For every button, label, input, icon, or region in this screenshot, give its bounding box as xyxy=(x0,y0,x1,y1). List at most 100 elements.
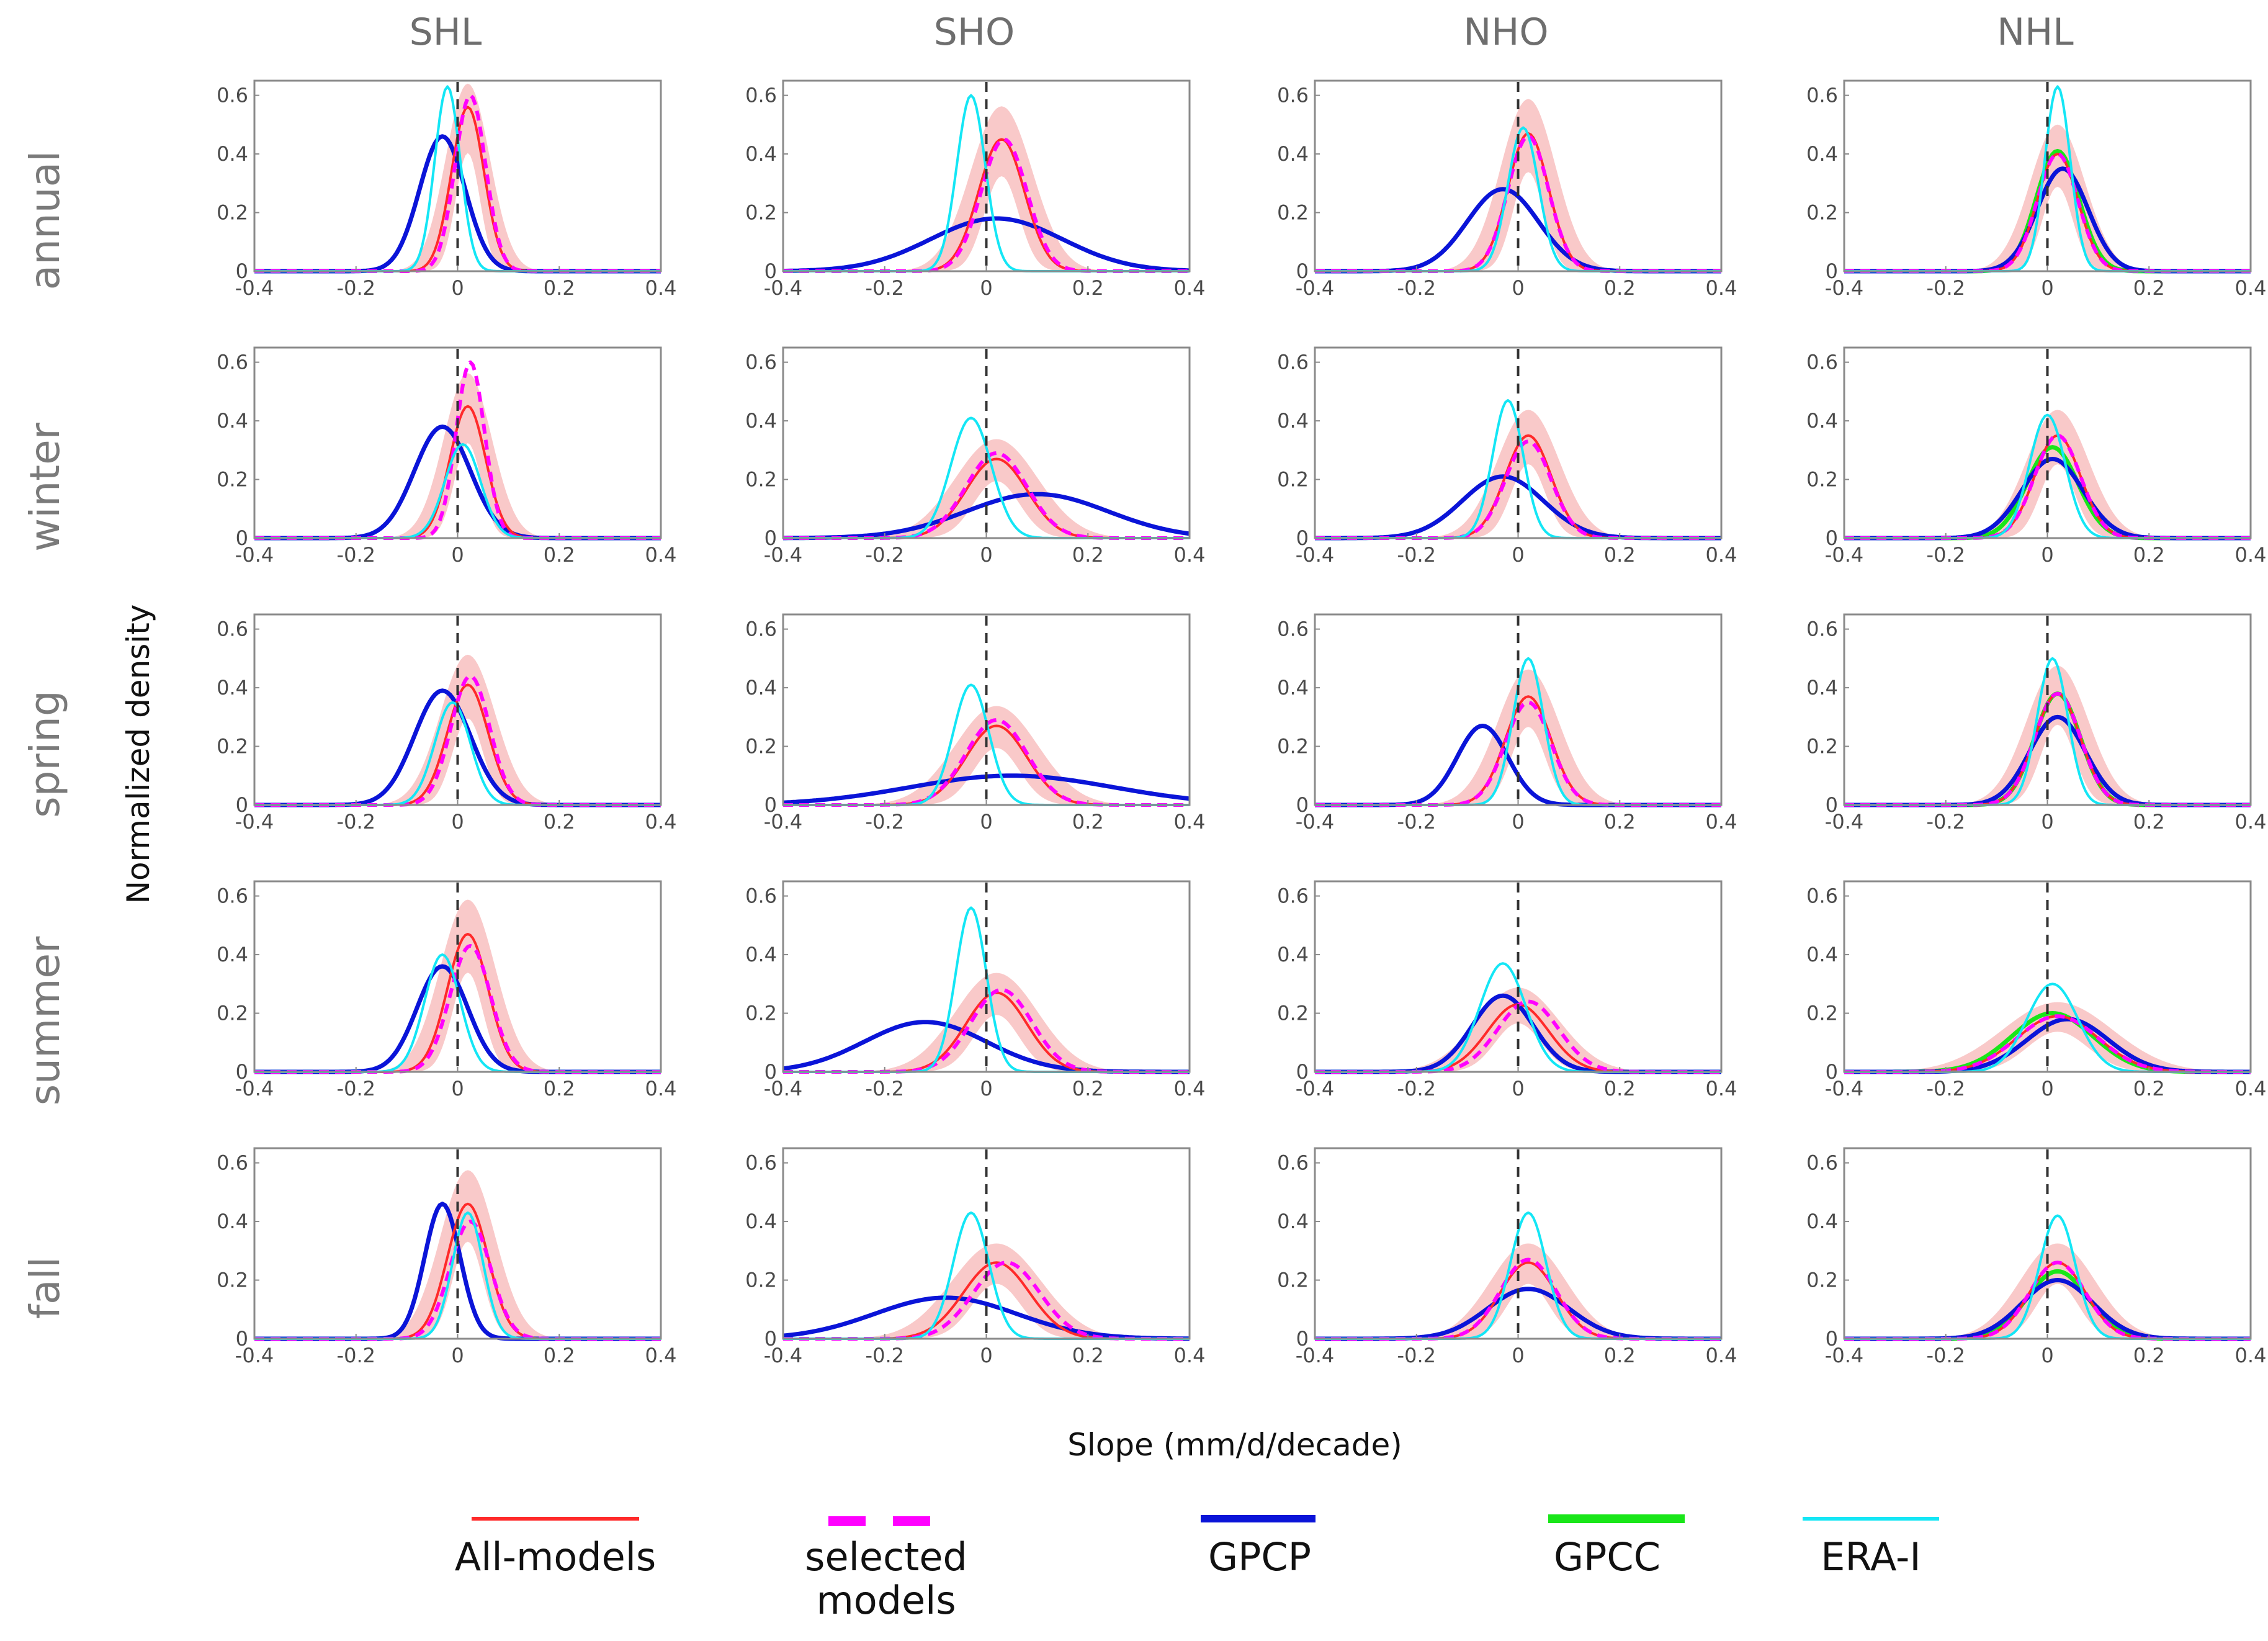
x-tick-label: 0.2 xyxy=(2133,1077,2165,1100)
y-tick-label: 0 xyxy=(764,793,777,817)
x-tick-label: -0.2 xyxy=(866,810,904,834)
x-tick-label: -0.2 xyxy=(866,1344,904,1367)
y-tick-label: 0 xyxy=(1296,526,1309,550)
row-label-annual: annual xyxy=(21,151,69,290)
column-titles: SHL SHO NHO NHL xyxy=(410,11,2074,54)
x-tick-label: -0.4 xyxy=(764,276,802,300)
y-axis-label: Normalized density xyxy=(120,605,156,904)
y-tick-label: 0.6 xyxy=(1277,884,1309,908)
panel-nho-summer: -0.4 -0.2 0 0.2 0.4 0 0.2 0.4 0.6 xyxy=(1277,880,1737,1100)
x-tick-label: -0.4 xyxy=(1825,1344,1863,1367)
col-title-sho: SHO xyxy=(934,11,1015,54)
row-label-fall: fall xyxy=(21,1257,69,1319)
y-tick-label: 0 xyxy=(764,526,777,550)
y-tick-label: 0.6 xyxy=(1806,1151,1838,1175)
y-tick-label: 0.6 xyxy=(745,1151,777,1175)
y-tick-label: 0.4 xyxy=(1277,943,1309,966)
y-tick-label: 0 xyxy=(236,1327,248,1351)
x-tick-label: -0.4 xyxy=(1296,543,1334,567)
x-tick-label: -0.2 xyxy=(1927,1077,1965,1100)
panel-nho-fall: -0.4 -0.2 0 0.2 0.4 0 0.2 0.4 0.6 xyxy=(1277,1147,1737,1367)
y-tick-label: 0.6 xyxy=(217,84,248,107)
y-tick-label: 0.6 xyxy=(745,884,777,908)
y-tick-label: 0 xyxy=(764,1327,777,1351)
x-tick-label: 0.4 xyxy=(2235,810,2267,834)
x-tick-label: 0.4 xyxy=(645,1077,677,1100)
x-tick-label: 0 xyxy=(1512,276,1524,300)
y-tick-label: 0.4 xyxy=(1806,142,1838,166)
y-tick-label: 0 xyxy=(1296,1327,1309,1351)
y-tick-label: 0 xyxy=(1826,1327,1838,1351)
x-tick-label: 0.4 xyxy=(1174,276,1206,300)
series-gpcp-sho-annual xyxy=(783,216,1190,273)
x-tick-label: 0.4 xyxy=(2235,543,2267,567)
y-tick-label: 0.6 xyxy=(1806,351,1838,374)
y-tick-label: 0.4 xyxy=(1806,409,1838,433)
x-tick-label: 0.4 xyxy=(1174,810,1206,834)
y-tick-label: 0.4 xyxy=(745,943,777,966)
y-tick-label: 0.2 xyxy=(1806,735,1838,758)
legend-label-gpcc: GPCC xyxy=(1554,1534,1661,1580)
col-title-nhl: NHL xyxy=(1997,11,2074,54)
x-tick-label: 0.4 xyxy=(1706,543,1737,567)
panel-nhl-spring: -0.4 -0.2 0 0.2 0.4 0 0.2 0.4 0.6 xyxy=(1806,613,2267,834)
x-tick-label: 0.4 xyxy=(1174,543,1206,567)
x-tick-label: 0.2 xyxy=(2133,1344,2165,1367)
x-tick-label: 0.4 xyxy=(2235,276,2267,300)
x-tick-label: -0.2 xyxy=(1397,810,1436,834)
x-tick-label: 0.2 xyxy=(544,1077,575,1100)
x-tick-label: 0 xyxy=(1512,1077,1524,1100)
x-tick-label: 0 xyxy=(980,810,992,834)
y-tick-label: 0.4 xyxy=(1277,676,1309,699)
y-tick-label: 0.6 xyxy=(1806,84,1838,107)
y-tick-label: 0.6 xyxy=(1806,618,1838,641)
x-tick-label: 0 xyxy=(451,1077,464,1100)
y-tick-label: 0.4 xyxy=(1277,409,1309,433)
x-tick-label: -0.2 xyxy=(1927,810,1965,834)
x-tick-label: 0 xyxy=(1512,543,1524,567)
y-tick-label: 0.2 xyxy=(745,735,777,758)
x-tick-label: -0.4 xyxy=(764,1077,802,1100)
y-tick-label: 0 xyxy=(1826,526,1838,550)
y-tick-label: 0.4 xyxy=(1806,676,1838,699)
spread-band-nho-spring xyxy=(1315,669,1721,805)
x-tick-label: 0.4 xyxy=(1706,1077,1737,1100)
y-tick-label: 0 xyxy=(236,1060,248,1084)
x-tick-label: -0.2 xyxy=(337,543,375,567)
y-tick-label: 0.4 xyxy=(745,409,777,433)
x-tick-label: -0.4 xyxy=(1825,543,1863,567)
y-tick-label: 0.2 xyxy=(745,1269,777,1292)
panel-shl-winter: -0.4 -0.2 0 0.2 0.4 0 0.2 0.4 0.6 xyxy=(217,346,676,567)
panel-nhl-summer: -0.4 -0.2 0 0.2 0.4 0 0.2 0.4 0.6 xyxy=(1806,880,2267,1100)
y-tick-label: 0.4 xyxy=(217,142,248,166)
x-tick-label: -0.4 xyxy=(1296,1344,1334,1367)
x-tick-label: -0.4 xyxy=(1296,1077,1334,1100)
x-tick-label: 0.2 xyxy=(2133,276,2165,300)
x-tick-label: 0.4 xyxy=(645,276,677,300)
row-labels: annual winter spring summer fall xyxy=(21,151,69,1320)
spread-band-nho-annual xyxy=(1315,99,1721,271)
x-tick-label: 0 xyxy=(451,543,464,567)
panel-shl-annual: -0.4 -0.2 0 0.2 0.4 0 0.2 0.4 0.6 xyxy=(217,79,677,300)
y-tick-label: 0.6 xyxy=(745,84,777,107)
x-tick-label: -0.2 xyxy=(866,543,904,567)
y-tick-label: 0.2 xyxy=(217,735,248,758)
panel-nhl-fall: -0.4 -0.2 0 0.2 0.4 0 0.2 0.4 0.6 xyxy=(1806,1147,2266,1367)
x-axis-label: Slope (mm/d/decade) xyxy=(1067,1427,1402,1463)
x-tick-label: 0.4 xyxy=(1706,1344,1737,1367)
x-tick-label: -0.2 xyxy=(1397,1077,1436,1100)
x-tick-label: 0 xyxy=(980,1344,992,1367)
x-tick-label: -0.4 xyxy=(235,276,274,300)
x-tick-label: -0.4 xyxy=(235,810,274,834)
y-tick-label: 0.6 xyxy=(217,1151,248,1175)
x-tick-label: 0.2 xyxy=(2133,543,2165,567)
y-tick-label: 0 xyxy=(236,793,248,817)
y-tick-label: 0.2 xyxy=(1277,468,1309,492)
row-label-summer: summer xyxy=(21,936,69,1105)
x-tick-label: 0 xyxy=(2041,276,2053,300)
y-tick-label: 0.6 xyxy=(745,618,777,641)
y-tick-label: 0.2 xyxy=(1806,1269,1838,1292)
x-tick-label: 0 xyxy=(980,1077,992,1100)
x-tick-label: 0.4 xyxy=(1174,1077,1206,1100)
x-tick-label: 0.4 xyxy=(2235,1077,2267,1100)
